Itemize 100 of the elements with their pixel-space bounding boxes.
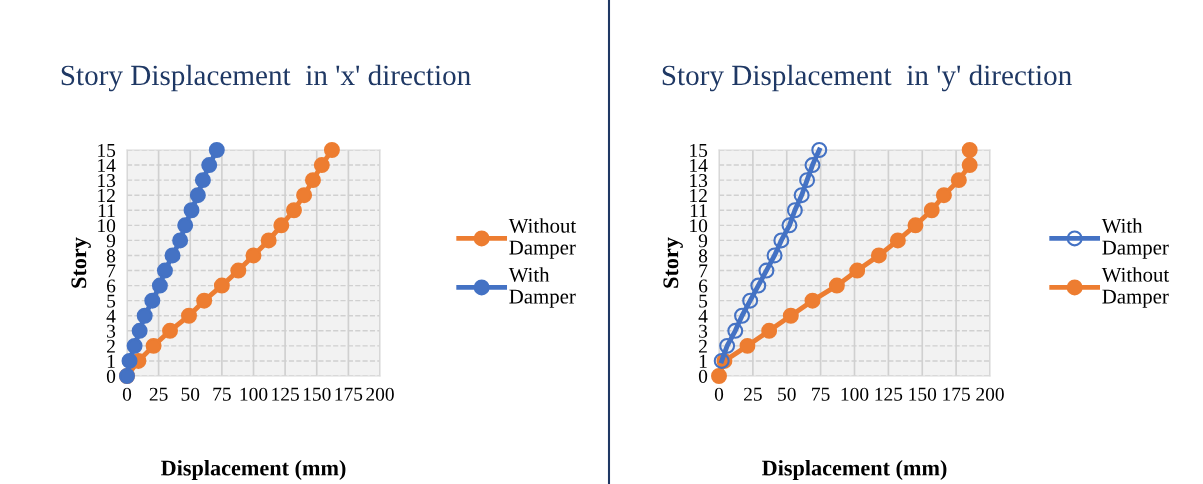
point: [961, 142, 978, 158]
y-tick-label: 1: [699, 354, 707, 368]
x-tick-label: 150: [303, 387, 331, 401]
point: [889, 232, 906, 249]
point: [313, 157, 330, 174]
y-tick-label: 4: [106, 309, 116, 323]
y-tick-label: 12: [98, 189, 115, 202]
x-tick-label: 175: [335, 387, 363, 401]
x-tick-label: 125: [875, 387, 903, 401]
point: [935, 187, 952, 204]
y-tick-label: 3: [699, 324, 708, 338]
y-tick-label: 2: [107, 339, 115, 353]
point: [766, 247, 783, 264]
point: [181, 307, 197, 324]
y-tick-label: 5: [699, 294, 708, 308]
y-tick-label: 15: [690, 143, 708, 157]
point: [828, 277, 845, 294]
point: [121, 352, 138, 369]
x-tick-label: 200: [976, 387, 1004, 401]
point: [793, 187, 810, 204]
y-tick-label: 4: [698, 309, 708, 323]
point: [273, 217, 290, 234]
y-tick-label: 9: [698, 234, 708, 248]
point: [245, 247, 262, 264]
y-tick-label: 6: [107, 279, 116, 293]
y-tick-label: 10: [690, 219, 708, 233]
y-tick-label: 13: [690, 174, 708, 188]
point: [961, 157, 978, 174]
point: [773, 232, 790, 249]
y-tick-label: 13: [98, 174, 116, 188]
point: [907, 217, 924, 234]
chart-title: Story Displacement in 'x' direction: [61, 64, 471, 92]
point: [136, 307, 153, 324]
point: [323, 142, 340, 158]
x-tick-label: 150: [909, 387, 937, 401]
y-tick-label: 1: [107, 354, 115, 368]
point: [145, 337, 162, 354]
y-tick-label: 2: [699, 339, 707, 353]
point: [189, 187, 206, 204]
y-tick-label: 14: [690, 158, 708, 172]
point: [156, 262, 173, 279]
y-tick-label: 0: [698, 369, 708, 383]
legend-label: With Damper: [508, 267, 576, 308]
point: [151, 277, 168, 294]
point: [194, 172, 211, 189]
y-tick-label: 7: [107, 264, 116, 278]
point: [230, 262, 247, 279]
point: [296, 187, 313, 204]
point: [799, 172, 816, 189]
y-tick-label: 0: [106, 369, 116, 383]
x-tick-label: 200: [366, 387, 394, 401]
point: [758, 262, 775, 279]
chart-title: Story Displacement in 'y' direction: [662, 64, 1072, 92]
point: [164, 247, 181, 264]
y-axis-title: Story: [663, 237, 683, 288]
point: [260, 232, 277, 249]
x-tick-label: 125: [272, 387, 299, 401]
y-tick-label: 6: [699, 279, 708, 293]
legend-label: With Damper: [1101, 218, 1169, 259]
point: [727, 322, 744, 339]
point: [162, 322, 178, 339]
y-tick-label: 14: [98, 158, 116, 172]
x-tick-label: 0: [122, 387, 132, 401]
point: [208, 142, 225, 158]
point: [804, 292, 821, 309]
point: [739, 337, 756, 354]
point: [870, 247, 887, 264]
point: [196, 292, 213, 309]
point: [719, 337, 736, 354]
point: [849, 262, 866, 279]
point: [144, 292, 161, 309]
point: [750, 277, 767, 294]
x-tick-label: 50: [778, 387, 796, 401]
point: [286, 202, 302, 219]
point: [131, 322, 148, 339]
point: [950, 172, 967, 189]
x-tick-label: 75: [213, 387, 231, 401]
point: [923, 202, 940, 219]
point: [172, 232, 189, 249]
point: [177, 217, 194, 234]
y-tick-label: 12: [690, 189, 707, 202]
y-tick-label: 5: [107, 294, 116, 308]
y-tick-label: 11: [690, 204, 707, 218]
point: [213, 277, 230, 294]
point: [711, 368, 727, 384]
y-axis-title: Story: [71, 237, 91, 288]
point: [183, 202, 200, 219]
x-axis-title: Displacement (mm): [762, 459, 947, 481]
x-tick-label: 25: [149, 387, 168, 401]
y-tick-label: 11: [98, 204, 115, 218]
x-tick-label: 75: [812, 387, 830, 401]
point: [304, 172, 321, 189]
y-tick-label: 10: [98, 219, 116, 233]
y-tick-label: 15: [98, 143, 116, 157]
y-tick-label: 3: [107, 324, 116, 338]
y-tick-label: 8: [106, 249, 116, 263]
point: [742, 292, 759, 309]
point: [201, 157, 218, 174]
point: [804, 157, 821, 174]
y-tick-label: 7: [699, 264, 708, 278]
